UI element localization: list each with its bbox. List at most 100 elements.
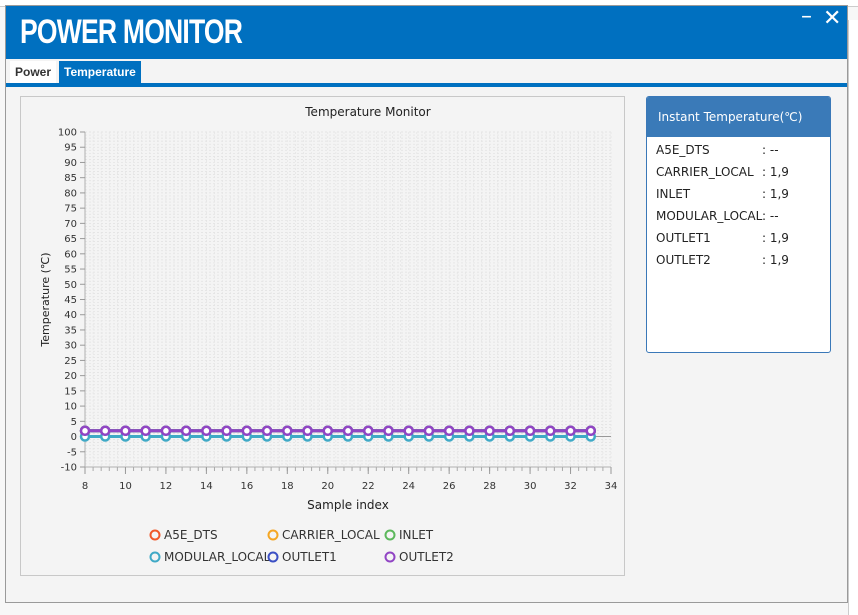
minimize-button[interactable]: – [801, 4, 812, 29]
sensor-value: : -- [762, 209, 779, 223]
plot-area [85, 132, 611, 467]
x-tick-label: 28 [483, 481, 496, 492]
y-tick-label: -5 [67, 447, 77, 458]
tab-bar: Power Temperature [6, 59, 847, 87]
data-point [484, 425, 495, 437]
y-tick-label: 85 [64, 173, 77, 184]
data-point [160, 425, 172, 437]
legend-marker [267, 551, 279, 563]
y-tick-label: 10 [64, 402, 77, 413]
sensor-name: OUTLET2 [656, 253, 711, 267]
y-tick-label: 95 [64, 143, 77, 154]
sensor-value: : -- [762, 143, 779, 157]
data-point [342, 425, 354, 437]
sensor-name: CARRIER_LOCAL [656, 165, 754, 179]
data-point [585, 425, 597, 437]
y-tick-label: 35 [64, 325, 77, 336]
data-point [120, 425, 131, 437]
window-title: POWER MONITOR [20, 13, 243, 51]
x-tick-label: 12 [160, 481, 173, 492]
x-tick-label: 22 [362, 481, 375, 492]
y-tick-label: 90 [64, 158, 77, 169]
y-axis-label: Temperature (℃) [39, 252, 52, 347]
data-point [322, 425, 334, 437]
background-scroll [848, 20, 858, 615]
y-tick-label: 70 [64, 219, 77, 230]
temperature-chart-panel: -10 -5 0 5 10 15 20 25 30 35 40 45 50 55 60 65 70 75 80 85 9… [20, 96, 625, 576]
instant-temperature-title: Instant Temperature(℃) [647, 97, 830, 137]
data-point [282, 425, 293, 437]
x-tick-label: 32 [564, 481, 577, 492]
legend-marker [384, 529, 396, 541]
x-tick-label: 20 [321, 481, 334, 492]
sensor-name: INLET [656, 187, 691, 201]
x-tick-label: 30 [524, 481, 537, 492]
data-point [241, 425, 253, 437]
y-tick-label: 5 [71, 417, 77, 428]
y-tick-label: 45 [64, 295, 77, 306]
data-point [140, 425, 151, 437]
data-point [221, 425, 232, 437]
y-tick-label: 30 [64, 341, 77, 352]
data-point [403, 425, 414, 437]
tab-temperature[interactable]: Temperature [59, 61, 141, 83]
sensor-value: : 1,9 [762, 253, 789, 267]
y-tick-label: 50 [64, 280, 77, 291]
sensor-name: OUTLET1 [656, 231, 711, 245]
y-tick-label: -10 [61, 463, 77, 474]
y-tick-label: 80 [64, 188, 77, 199]
data-point [464, 425, 475, 437]
sensor-name: MODULAR_LOCAL [656, 209, 763, 223]
sensor-value: : 1,9 [762, 165, 789, 179]
data-point [443, 425, 455, 437]
data-point [524, 425, 536, 437]
legend-marker [384, 551, 396, 563]
x-tick-label: 34 [605, 481, 618, 492]
y-tick-label: 15 [64, 386, 77, 397]
sensor-name: A5E_DTS [656, 143, 710, 157]
y-tick-label: 65 [64, 234, 77, 245]
y-tick-label: 25 [64, 356, 77, 367]
x-tick-label: 24 [402, 481, 415, 492]
x-tick-label: 16 [240, 481, 253, 492]
instant-temperature-panel: Instant Temperature(℃) A5E_DTS : -- CARRIE… [646, 96, 831, 353]
close-button[interactable]: ✕ [823, 6, 842, 31]
y-tick-label: 40 [64, 310, 77, 321]
sensor-value: : 1,9 [762, 187, 789, 201]
title-bar[interactable]: POWER MONITOR – ✕ [6, 4, 847, 59]
x-tick-label: 26 [443, 481, 456, 492]
y-tick-label: 75 [64, 204, 77, 215]
y-tick-label: 55 [64, 265, 77, 276]
x-tick-label: 8 [82, 481, 88, 492]
data-point [362, 425, 374, 437]
legend-label: INLET [399, 528, 434, 542]
data-point [504, 425, 516, 437]
x-axis-label: Sample index [307, 498, 389, 512]
sensor-value: : 1,9 [762, 231, 789, 245]
legend-label: CARRIER_LOCAL [282, 528, 380, 542]
tab-power[interactable]: Power [10, 61, 57, 83]
legend-marker [267, 529, 279, 541]
x-tick-label: 18 [281, 481, 294, 492]
legend-marker [149, 551, 161, 563]
y-tick-label: 20 [64, 371, 77, 382]
y-tick-label: 0 [71, 432, 77, 443]
x-tick-label: 14 [200, 481, 213, 492]
data-point [545, 425, 556, 437]
y-tick-label: 60 [64, 249, 77, 260]
data-point [79, 425, 91, 437]
power-monitor-window: POWER MONITOR – ✕ Power Temperature -10-… [5, 4, 848, 603]
data-point [261, 425, 273, 437]
legend-label: MODULAR_LOCAL [164, 550, 271, 564]
legend-label: OUTLET2 [399, 550, 454, 564]
legend-label: OUTLET1 [282, 550, 337, 564]
legend-label: A5E_DTS [164, 528, 218, 542]
data-point [565, 425, 576, 437]
chart-title: Temperature Monitor [304, 105, 431, 119]
x-tick-label: 10 [119, 481, 132, 492]
data-point [302, 425, 313, 437]
temperature-chart: -10 -5 0 5 10 15 20 25 30 35 40 45 50 55 60 65 70 75 80 85 9… [39, 105, 618, 564]
data-point [201, 425, 212, 437]
data-point [383, 425, 394, 437]
legend-marker [149, 529, 161, 541]
